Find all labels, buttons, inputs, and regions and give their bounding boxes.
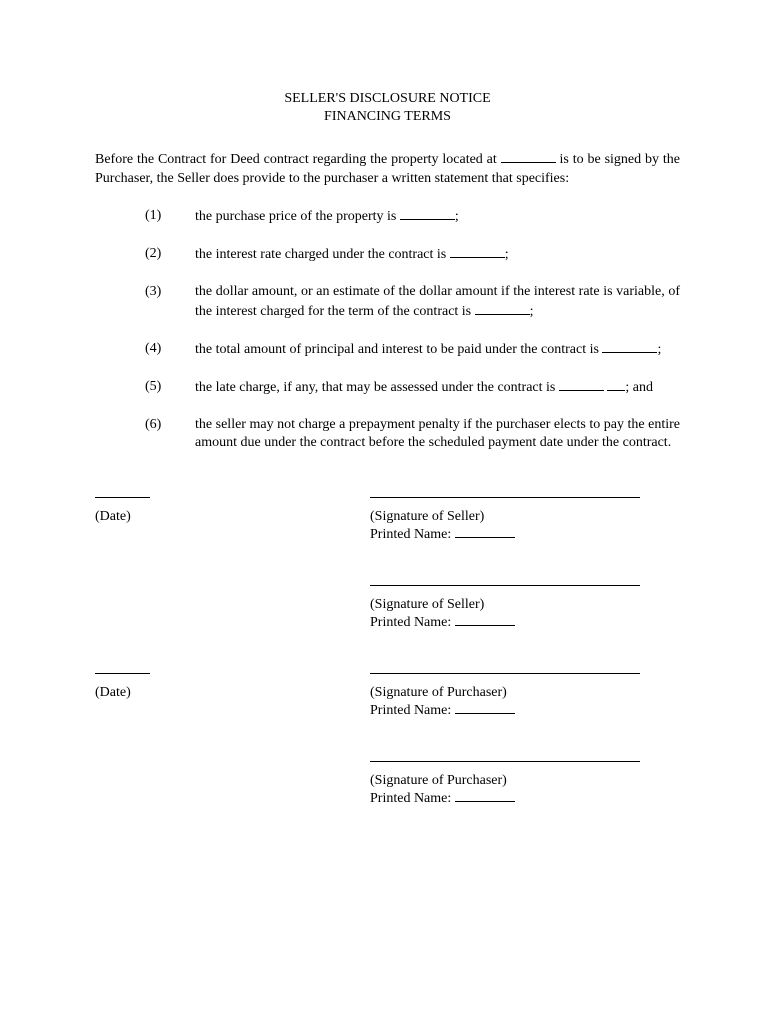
purchaser-name-blank-2[interactable] xyxy=(455,789,515,802)
purchaser-sig-label: (Signature of Purchaser) xyxy=(370,773,507,788)
date-label: (Date) xyxy=(95,509,370,543)
seller-sig-line-1[interactable] xyxy=(370,483,640,498)
purchaser-sig-block-1: (Date) (Signature of Purchaser) Printed … xyxy=(95,659,680,719)
document-title: SELLER'S DISCLOSURE NOTICE FINANCING TER… xyxy=(95,90,680,126)
printed-name-label: Printed Name: xyxy=(370,527,455,542)
item-1: (1) the purchase price of the property i… xyxy=(145,207,680,227)
seller-name-blank-1[interactable] xyxy=(455,525,515,538)
intro-paragraph: Before the Contract for Deed contract re… xyxy=(95,150,680,189)
date-line[interactable] xyxy=(95,483,150,498)
purchaser-sig-block-2: (Signature of Purchaser) Printed Name: xyxy=(95,747,680,807)
item-2: (2) the interest rate charged under the … xyxy=(145,245,680,265)
rate-blank[interactable] xyxy=(450,245,505,258)
item-text: the purchase price of the property is ; xyxy=(195,207,680,227)
item-number: (2) xyxy=(145,245,195,265)
item-number: (5) xyxy=(145,378,195,398)
seller-name-blank-2[interactable] xyxy=(455,613,515,626)
item-text: the total amount of principal and intere… xyxy=(195,340,680,360)
seller-sig-block-2: (Signature of Seller) Printed Name: xyxy=(95,571,680,631)
date-line[interactable] xyxy=(95,659,150,674)
purchaser-sig-line-2[interactable] xyxy=(370,747,640,762)
title-line-1: SELLER'S DISCLOSURE NOTICE xyxy=(284,91,490,106)
items-list: (1) the purchase price of the property i… xyxy=(145,207,680,453)
seller-sig-label: (Signature of Seller) xyxy=(370,509,484,524)
seller-sig-line-2[interactable] xyxy=(370,571,640,586)
late-charge-blank-1[interactable] xyxy=(559,378,604,391)
seller-sig-block-1: (Date) (Signature of Seller) Printed Nam… xyxy=(95,483,680,543)
interest-blank[interactable] xyxy=(475,302,530,315)
item-number: (6) xyxy=(145,416,195,454)
item-text: the seller may not charge a prepayment p… xyxy=(195,416,680,454)
signature-section: (Date) (Signature of Seller) Printed Nam… xyxy=(95,483,680,807)
item-5: (5) the late charge, if any, that may be… xyxy=(145,378,680,398)
purchaser-sig-label: (Signature of Purchaser) xyxy=(370,685,507,700)
printed-name-label: Printed Name: xyxy=(370,791,455,806)
printed-name-label: Printed Name: xyxy=(370,703,455,718)
price-blank[interactable] xyxy=(400,207,455,220)
date-label: (Date) xyxy=(95,685,370,719)
purchaser-sig-line-1[interactable] xyxy=(370,659,640,674)
item-number: (3) xyxy=(145,283,195,322)
property-blank[interactable] xyxy=(501,150,556,163)
intro-text-1: Before the Contract for Deed contract re… xyxy=(95,152,501,167)
item-6: (6) the seller may not charge a prepayme… xyxy=(145,416,680,454)
printed-name-label: Printed Name: xyxy=(370,615,455,630)
item-text: the late charge, if any, that may be ass… xyxy=(195,378,680,398)
title-line-2: FINANCING TERMS xyxy=(324,109,451,124)
purchaser-name-blank-1[interactable] xyxy=(455,701,515,714)
late-charge-blank-2[interactable] xyxy=(607,378,625,391)
document-page: SELLER'S DISCLOSURE NOTICE FINANCING TER… xyxy=(0,0,770,895)
item-3: (3) the dollar amount, or an estimate of… xyxy=(145,283,680,322)
item-number: (1) xyxy=(145,207,195,227)
total-blank[interactable] xyxy=(602,340,657,353)
item-number: (4) xyxy=(145,340,195,360)
item-text: the interest rate charged under the cont… xyxy=(195,245,680,265)
item-text: the dollar amount, or an estimate of the… xyxy=(195,283,680,322)
item-4: (4) the total amount of principal and in… xyxy=(145,340,680,360)
seller-sig-label: (Signature of Seller) xyxy=(370,597,484,612)
